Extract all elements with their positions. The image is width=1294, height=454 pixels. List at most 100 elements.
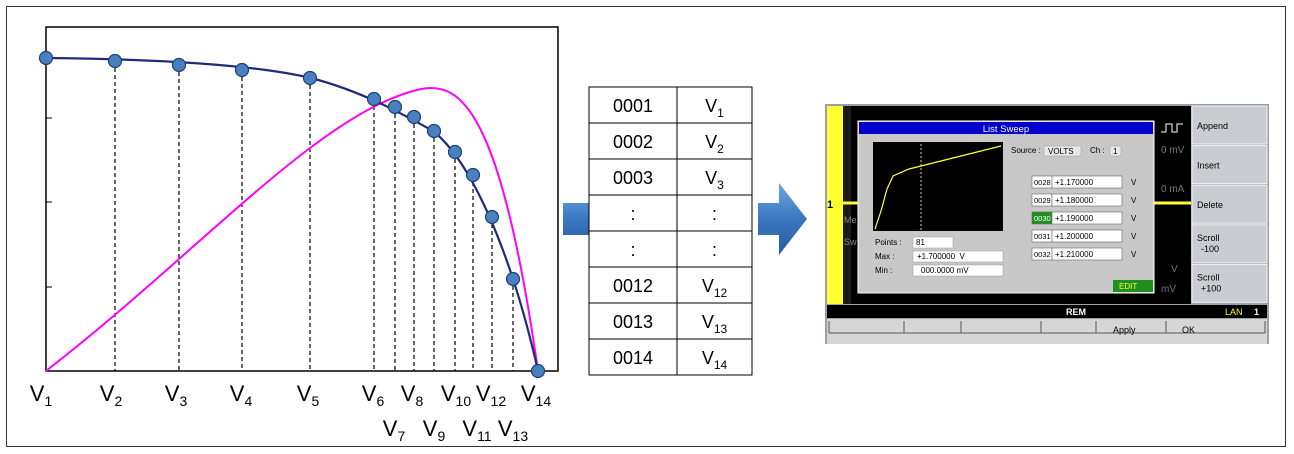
list-value-cell[interactable]: [1051, 193, 1123, 207]
sample-point-marker: [465, 167, 481, 183]
status-lan-number: 1: [1254, 307, 1259, 317]
list-value: +1.210000: [1055, 250, 1094, 259]
status-bar: [827, 305, 1267, 318]
apply-key[interactable]: Apply: [1113, 325, 1136, 335]
bg-text: Me: [844, 215, 857, 225]
power-curve: [45, 86, 539, 372]
table-index: 0013: [613, 312, 653, 332]
min-field[interactable]: 000.0000 mV: [921, 266, 969, 275]
points-field[interactable]: 81: [916, 238, 925, 247]
plot-y-ticks: [46, 117, 52, 288]
list-value: +1.190000: [1055, 214, 1094, 223]
table-cell: [588, 158, 678, 196]
bg-channel-number: 1: [827, 199, 833, 211]
bottom-softkey-dividers: [828, 321, 1266, 334]
softkey-label: Delete: [1197, 200, 1223, 210]
source-value[interactable]: VOLTS: [1048, 147, 1074, 156]
list-unit: V: [1131, 178, 1137, 187]
max-field[interactable]: +1.700000 V: [917, 252, 965, 261]
sample-point-marker: [530, 363, 546, 379]
softkey-button[interactable]: [1191, 263, 1268, 303]
sample-point-marker: [406, 109, 422, 125]
source-label: Source :: [1011, 146, 1041, 155]
table-cell: [588, 230, 678, 268]
softkey-button[interactable]: [1191, 224, 1268, 264]
status-rem: REM: [1066, 307, 1086, 317]
channel-label: Ch :: [1090, 146, 1105, 155]
softkey-label: Append: [1197, 121, 1228, 131]
figure-frame: V1 V2 V3 V4 V5 V6 V8 V10 V12 V14 V7 V9 V11 V13 0001 V…: [6, 6, 1286, 447]
sample-point-marker: [38, 50, 54, 66]
sample-point-marker: [302, 70, 318, 86]
sample-point-marker: [234, 62, 250, 78]
table-index: 0014: [613, 348, 653, 368]
softkey-button[interactable]: [1191, 105, 1268, 145]
softkey-column: Append Insert Delete Scroll -100 Scroll +100: [1191, 105, 1268, 303]
sample-point-marker: [171, 57, 187, 73]
bg-text: Sw: [844, 237, 857, 247]
list-value: +1.170000: [1055, 178, 1094, 187]
edit-badge-label: EDIT: [1119, 282, 1137, 291]
voltage-label: V8: [401, 381, 424, 409]
voltage-label: V1: [30, 381, 53, 409]
status-lan: LAN: [1225, 307, 1243, 317]
table-cell: [676, 302, 753, 340]
table-voltage: V3: [705, 168, 724, 192]
softkey-button[interactable]: [1191, 145, 1268, 185]
voltage-label: V13: [498, 416, 528, 444]
softkey-label: Insert: [1197, 161, 1220, 171]
voltage-label: V9: [423, 416, 446, 444]
list-unit: V: [1131, 250, 1137, 259]
table-cell: [588, 86, 678, 124]
list-value-cell[interactable]: [1051, 175, 1123, 189]
sample-point-marker: [366, 91, 382, 107]
voltage-label: V4: [230, 381, 253, 409]
sweep-preview-trace: [874, 145, 1002, 230]
softkey-label: Scroll +100: [1197, 272, 1221, 293]
table-cell: [676, 194, 753, 232]
table-voltage: V13: [702, 312, 728, 336]
bg-text: V: [1171, 264, 1178, 275]
max-label: Max :: [875, 252, 895, 261]
list-value-cell[interactable]: [1051, 229, 1123, 243]
table-cell: [676, 122, 753, 160]
bg-text: mV: [1161, 284, 1176, 295]
bg-text: 0 mA: [1161, 184, 1185, 195]
instrument-screen: 1 Me Sw 0 mV 0 mA V mV List Sweep Source…: [825, 104, 1269, 344]
table-cell: [588, 302, 678, 340]
table-voltage: :: [712, 204, 717, 224]
list-unit: V: [1131, 232, 1137, 241]
sweep-value-list: 0028 +1.170000 V 0029 +1.180000 V 0030 +1.19000…: [1031, 175, 1137, 261]
list-value: +1.180000: [1055, 196, 1094, 205]
table-index: :: [630, 240, 635, 260]
list-index: 0028: [1034, 178, 1051, 187]
table-index: 0001: [613, 96, 653, 116]
list-value-cell[interactable]: [1051, 247, 1123, 261]
voltage-labels-lower: V7 V9 V11 V13: [383, 416, 529, 444]
list-value-cell[interactable]: [1051, 211, 1123, 225]
softkey-button[interactable]: [1191, 184, 1268, 224]
voltage-label: V12: [476, 381, 506, 409]
bg-text: 0 mV: [1161, 145, 1185, 156]
list-value: +1.200000: [1055, 232, 1094, 241]
voltage-label: V11: [462, 416, 491, 444]
sample-point-marker: [107, 53, 123, 69]
table-index: 0003: [613, 168, 653, 188]
table-cell: [588, 266, 678, 304]
list-index: 0031: [1034, 232, 1051, 241]
channel-value[interactable]: 1: [1113, 147, 1118, 156]
list-unit: V: [1131, 214, 1137, 223]
table-voltage: V2: [705, 132, 724, 156]
sample-drop-lines: [114, 61, 514, 371]
table-cell: [588, 122, 678, 160]
dialog-title: List Sweep: [983, 124, 1029, 135]
table-voltage: V14: [702, 348, 728, 372]
voltage-label: V6: [362, 381, 385, 409]
edit-badge: [1113, 280, 1153, 292]
sample-point-marker: [505, 271, 521, 287]
table-cell: [676, 338, 753, 376]
sample-point-marker: [426, 123, 442, 139]
ok-key[interactable]: OK: [1182, 325, 1195, 335]
table-cell: [676, 86, 753, 124]
